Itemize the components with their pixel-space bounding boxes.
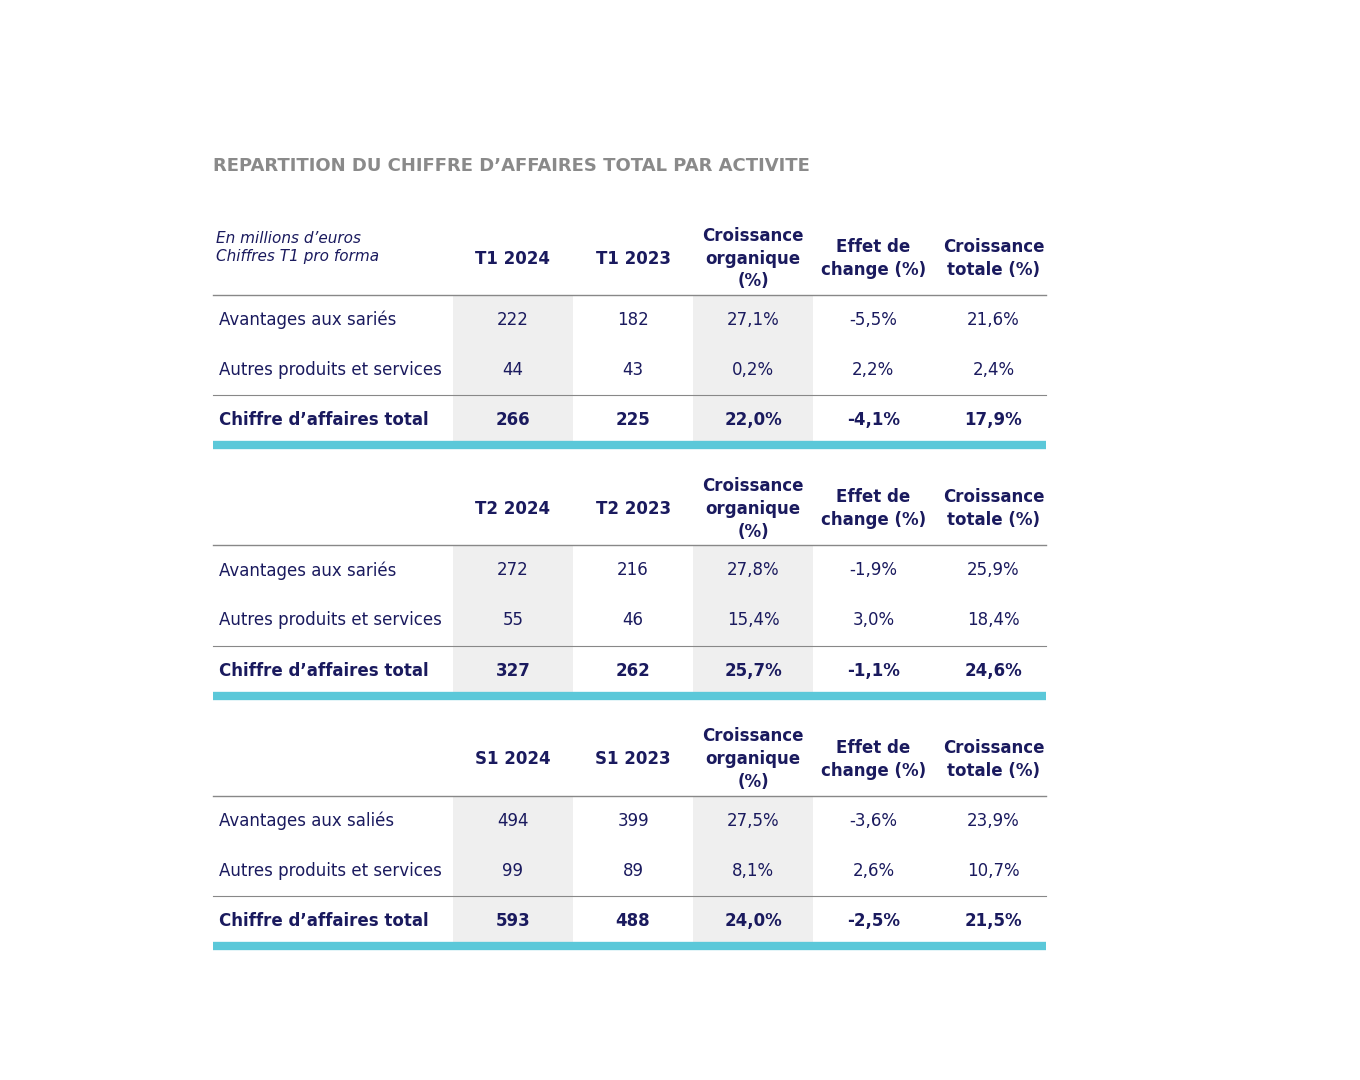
Text: 21,6%: 21,6%	[967, 311, 1020, 329]
Text: Croissance
organique
(%): Croissance organique (%)	[702, 227, 804, 291]
Text: 10,7%: 10,7%	[967, 862, 1020, 880]
Text: Chiffres T1 pro forma: Chiffres T1 pro forma	[216, 249, 379, 264]
Text: Croissance
totale (%): Croissance totale (%)	[942, 238, 1044, 279]
Text: -5,5%: -5,5%	[850, 311, 898, 329]
Bar	[453, 796, 573, 946]
Text: Croissance
totale (%): Croissance totale (%)	[942, 739, 1044, 780]
Text: 488: 488	[616, 912, 650, 930]
Text: 225: 225	[616, 411, 650, 429]
Text: S1 2023: S1 2023	[596, 751, 670, 768]
Text: 99: 99	[502, 862, 524, 880]
Text: 55: 55	[502, 611, 524, 630]
Text: T1 2024: T1 2024	[476, 249, 551, 268]
Text: REPARTITION DU CHIFFRE D’AFFAIRES TOTAL PAR ACTIVITE: REPARTITION DU CHIFFRE D’AFFAIRES TOTAL …	[212, 157, 809, 175]
Text: 17,9%: 17,9%	[964, 411, 1023, 429]
Text: Avantages aux sariés: Avantages aux sariés	[219, 311, 396, 329]
Text: 8,1%: 8,1%	[732, 862, 774, 880]
Text: 182: 182	[617, 311, 649, 329]
Text: Avantages aux sariés: Avantages aux sariés	[219, 562, 396, 580]
Text: Chiffre d’affaires total: Chiffre d’affaires total	[219, 912, 428, 930]
Text: 15,4%: 15,4%	[726, 611, 779, 630]
Text: 25,7%: 25,7%	[725, 662, 782, 679]
Text: 2,2%: 2,2%	[853, 361, 895, 379]
Text: Autres produits et services: Autres produits et services	[219, 862, 442, 880]
Text: 44: 44	[502, 361, 524, 379]
Text: Avantages aux saliés: Avantages aux saliés	[219, 811, 394, 829]
Text: 18,4%: 18,4%	[967, 611, 1020, 630]
Text: 27,8%: 27,8%	[726, 562, 779, 580]
Text: T1 2023: T1 2023	[596, 249, 670, 268]
Text: 3,0%: 3,0%	[853, 611, 895, 630]
Bar	[453, 545, 573, 696]
Text: Effet de
change (%): Effet de change (%)	[820, 739, 926, 780]
Text: 262: 262	[616, 662, 650, 679]
Bar	[694, 796, 813, 946]
Text: Autres produits et services: Autres produits et services	[219, 611, 442, 630]
Bar	[453, 295, 573, 445]
Text: 43: 43	[623, 361, 643, 379]
Text: 89: 89	[623, 862, 643, 880]
Text: 2,4%: 2,4%	[972, 361, 1015, 379]
Text: 21,5%: 21,5%	[964, 912, 1023, 930]
Text: Effet de
change (%): Effet de change (%)	[820, 488, 926, 529]
Text: -3,6%: -3,6%	[849, 812, 898, 829]
Text: Effet de
change (%): Effet de change (%)	[820, 238, 926, 279]
Text: Croissance
organique
(%): Croissance organique (%)	[702, 727, 804, 791]
Text: 266: 266	[495, 411, 530, 429]
Text: -4,1%: -4,1%	[847, 411, 900, 429]
Text: T2 2024: T2 2024	[476, 500, 551, 517]
Text: Chiffre d’affaires total: Chiffre d’affaires total	[219, 662, 428, 679]
Text: S1 2024: S1 2024	[475, 751, 551, 768]
Text: Chiffre d’affaires total: Chiffre d’affaires total	[219, 411, 428, 429]
Text: 272: 272	[496, 562, 529, 580]
Text: 22,0%: 22,0%	[725, 411, 782, 429]
Text: 327: 327	[495, 662, 530, 679]
Text: 2,6%: 2,6%	[853, 862, 895, 880]
Text: Croissance
organique
(%): Croissance organique (%)	[702, 477, 804, 541]
Text: 23,9%: 23,9%	[967, 812, 1020, 829]
Text: 46: 46	[623, 611, 643, 630]
Text: En millions d’euros: En millions d’euros	[216, 231, 362, 246]
Bar	[694, 545, 813, 696]
Text: -1,1%: -1,1%	[847, 662, 900, 679]
Text: 27,5%: 27,5%	[726, 812, 779, 829]
Text: 24,0%: 24,0%	[725, 912, 782, 930]
Text: 399: 399	[617, 812, 649, 829]
Text: 216: 216	[617, 562, 649, 580]
Text: T2 2023: T2 2023	[596, 500, 670, 517]
Text: 494: 494	[498, 812, 529, 829]
Text: 593: 593	[495, 912, 530, 930]
Text: 25,9%: 25,9%	[967, 562, 1020, 580]
Text: -1,9%: -1,9%	[849, 562, 898, 580]
Text: 0,2%: 0,2%	[732, 361, 774, 379]
Bar	[694, 295, 813, 445]
Text: -2,5%: -2,5%	[847, 912, 900, 930]
Text: Croissance
totale (%): Croissance totale (%)	[942, 488, 1044, 529]
Text: Autres produits et services: Autres produits et services	[219, 361, 442, 379]
Text: 24,6%: 24,6%	[964, 662, 1023, 679]
Text: 27,1%: 27,1%	[726, 311, 779, 329]
Text: 222: 222	[496, 311, 529, 329]
